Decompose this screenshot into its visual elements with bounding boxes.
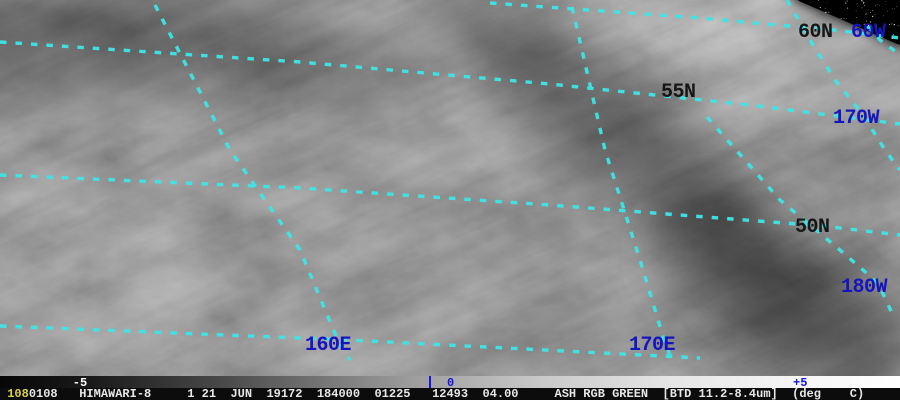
svg-text:+5: +5 [793,376,807,388]
svg-text:170W: 170W [833,107,880,130]
svg-text:-5: -5 [73,376,87,388]
svg-text:160E: 160E [305,334,352,357]
svg-text:180W: 180W [841,276,888,299]
svg-text:0: 0 [447,376,454,388]
svg-text:50N: 50N [795,216,830,239]
svg-text:55N: 55N [661,81,696,104]
svg-text:60N: 60N [798,21,833,44]
svg-text:170E: 170E [629,334,676,357]
svg-text:60W: 60W [851,21,886,44]
